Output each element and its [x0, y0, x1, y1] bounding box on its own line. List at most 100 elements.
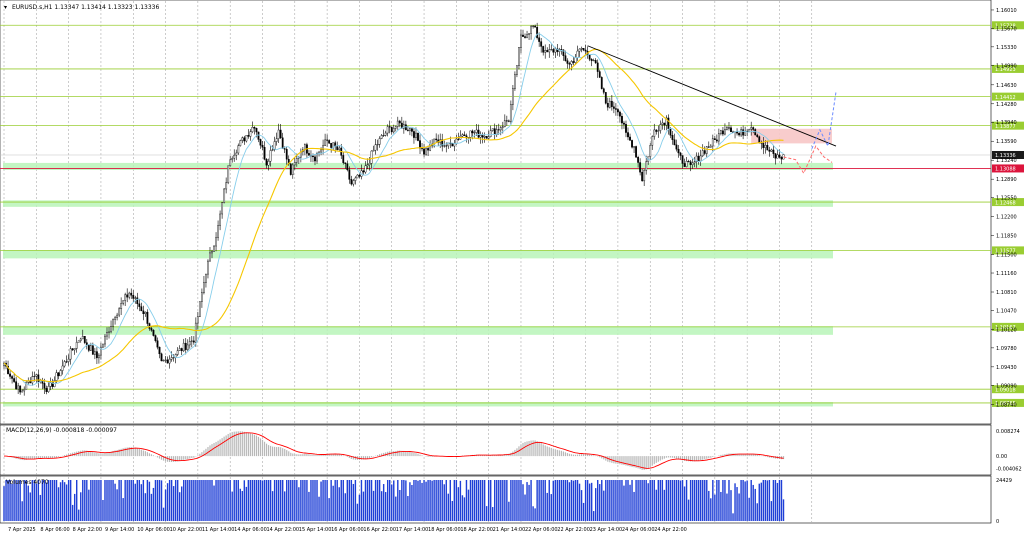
level-tag: [992, 246, 1024, 255]
candle-body: [627, 132, 629, 138]
candle-body: [497, 129, 500, 131]
candle-body: [560, 49, 563, 51]
candle-body: [578, 48, 581, 52]
candle-body: [635, 146, 637, 158]
candle-body: [576, 50, 579, 58]
candle-body: [499, 127, 502, 131]
projection-up: [811, 91, 837, 149]
price-tick-label: 1.12200: [996, 215, 1017, 221]
candle-body: [356, 174, 359, 179]
candle-body: [33, 375, 36, 377]
candle-body: [217, 225, 219, 238]
candle-body: [380, 135, 383, 139]
candle-body: [170, 357, 173, 360]
candle-body: [112, 319, 114, 327]
candle-body: [55, 372, 58, 381]
candle-body: [233, 154, 236, 159]
price-tick-label: 1.11160: [996, 271, 1017, 277]
candle-body: [308, 153, 310, 156]
price-tick-label: 1.09430: [996, 365, 1017, 371]
price-tick-label: 1.15330: [996, 45, 1017, 51]
time-tick-label: 21 Apr 14:00: [493, 527, 526, 533]
candle-body: [13, 378, 16, 382]
candle-body: [604, 92, 607, 104]
volume-plot-frame: [0, 475, 992, 524]
candle-body: [493, 128, 496, 136]
candle-body: [162, 360, 165, 362]
main-plot-frame: [0, 0, 992, 425]
candle-body: [166, 359, 169, 364]
candle-body: [752, 127, 755, 130]
candle-body: [669, 128, 672, 136]
volume-tick-label: 24429: [996, 478, 1012, 484]
candle-body: [509, 104, 512, 122]
candle-body: [198, 301, 201, 317]
candle-body: [768, 149, 771, 152]
level-label: 1.11577: [995, 249, 1016, 255]
candle-body: [715, 139, 718, 142]
candle-body: [265, 158, 268, 166]
candle-body: [75, 342, 78, 349]
candle-body: [550, 49, 553, 51]
candle-body: [225, 182, 228, 190]
support-zone: [3, 402, 833, 407]
price-tick-label: 1.08740: [996, 402, 1017, 408]
candle-body: [554, 48, 557, 53]
candle-body: [372, 149, 375, 152]
candle-body: [564, 55, 567, 61]
candle-body: [358, 174, 361, 177]
candle-body: [774, 153, 777, 159]
support-zones: [3, 128, 833, 407]
candle-body: [542, 46, 545, 53]
candle-body: [279, 129, 282, 139]
candle-body: [598, 71, 601, 78]
symbol-arrow-icon[interactable]: ▾: [4, 4, 7, 11]
candle-body: [390, 126, 393, 133]
candle-body: [247, 135, 250, 137]
candle-body: [663, 122, 666, 126]
candle-body: [780, 157, 783, 160]
price-tick-label: 1.09780: [996, 346, 1017, 352]
candle-body: [534, 25, 537, 28]
candle-body: [271, 149, 274, 151]
candle-body: [526, 34, 528, 38]
candle-body: [273, 141, 276, 150]
candle-body: [657, 130, 660, 132]
candle-body: [538, 37, 541, 42]
support-zone: [3, 326, 833, 335]
candle-body: [457, 138, 460, 140]
candle-body: [530, 26, 532, 34]
candle-body: [574, 57, 577, 63]
candle-body: [455, 138, 458, 144]
time-tick-label: 18 Apr 06:00: [428, 527, 461, 533]
candle-body: [596, 62, 599, 72]
candle-body: [762, 143, 765, 148]
resistance-zone: [751, 128, 832, 144]
level-tag: [992, 64, 1024, 73]
candle-body: [136, 297, 139, 305]
candle-body: [713, 138, 716, 141]
candle-body: [378, 138, 381, 145]
candle-body: [677, 148, 680, 154]
level-label: 1.15728: [995, 23, 1016, 29]
candle-body: [724, 129, 726, 135]
candle-body: [423, 148, 425, 155]
candle-body: [182, 342, 185, 352]
level-label: 1.13877: [995, 124, 1016, 130]
price-tick-label: 1.10470: [996, 308, 1017, 314]
current-price-label: 1.13336: [995, 153, 1016, 159]
candle-body: [748, 129, 751, 132]
candle-body: [709, 145, 712, 148]
candle-body: [685, 161, 688, 167]
price-tick-label: 1.09090: [996, 383, 1017, 389]
candle-body: [645, 161, 648, 171]
candle-body: [45, 388, 48, 392]
candle-body: [239, 140, 242, 146]
candle-body: [241, 137, 244, 141]
candle-body: [110, 326, 112, 333]
candle-body: [71, 348, 74, 351]
candle-body: [152, 330, 155, 336]
candle-body: [348, 169, 351, 180]
